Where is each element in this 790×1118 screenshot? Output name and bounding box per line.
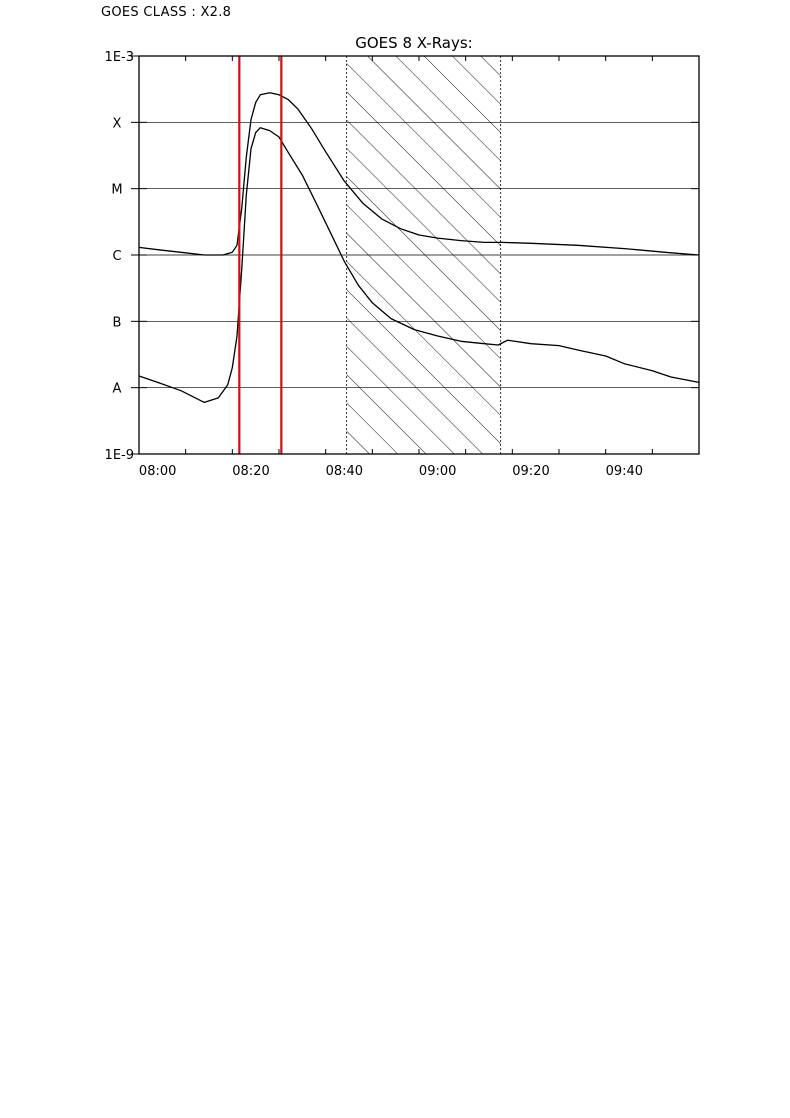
x-tick-label: 08:20 — [232, 464, 269, 479]
y-tick-label: A — [113, 382, 122, 397]
series-line-2 — [138, 127, 700, 404]
x-tick-labels: 08:00 08:20 08:40 09:00 09:20 09:40 — [139, 464, 643, 479]
x-tick-label: 08:00 — [139, 464, 176, 479]
y-tick-label: X — [113, 116, 122, 131]
x-tick-label: 09:00 — [419, 464, 456, 479]
red-marker-lines — [238, 56, 283, 454]
series-lines — [138, 92, 700, 404]
y-tick-label: B — [113, 315, 122, 330]
y-tick-label: 1E-3 — [105, 50, 134, 65]
x-tick-label: 08:40 — [326, 464, 363, 479]
hatch-region — [346, 56, 501, 454]
x-tick-label: 09:20 — [512, 464, 549, 479]
y-tick-label: M — [111, 183, 122, 198]
hatched-interval — [346, 56, 502, 454]
y-tick-label: C — [112, 249, 121, 264]
chart-title: GOES 8 X-Rays: — [355, 34, 472, 52]
x-tick-label: 09:40 — [606, 464, 643, 479]
y-tick-labels: 1E-9 A B C M X 1E-3 — [105, 50, 134, 463]
y-tick-label: 1E-9 — [105, 448, 134, 463]
series-line-1 — [138, 92, 700, 256]
goes-class-label: GOES CLASS : X2.8 — [101, 5, 232, 20]
axis-ticks — [131, 55, 700, 455]
